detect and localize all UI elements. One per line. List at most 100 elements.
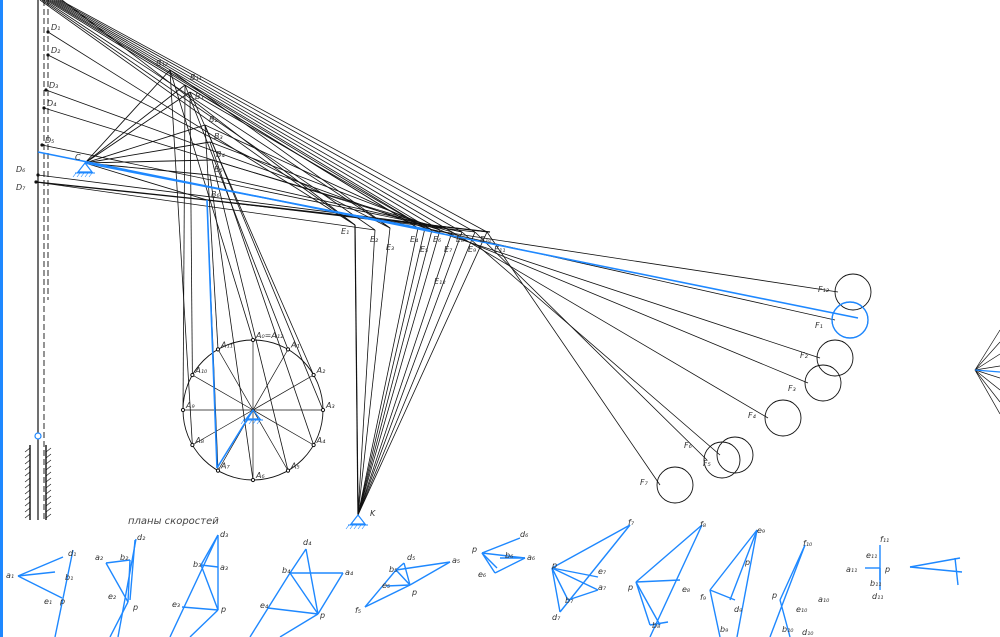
linkage-positions <box>34 0 1000 520</box>
velocity-vector <box>551 567 561 613</box>
label-a: A₄ <box>316 436 326 445</box>
rocker-line <box>84 84 186 164</box>
fan-line <box>974 341 1000 371</box>
label-f: F₁₂ <box>818 285 830 294</box>
output-link <box>474 231 708 461</box>
rail-hatch <box>45 507 52 513</box>
velocity-vector <box>635 524 703 583</box>
velocity-vector <box>169 534 219 637</box>
velocity-vector <box>709 589 721 637</box>
joint-a <box>180 407 186 413</box>
label-b: B₁₁ <box>190 73 202 82</box>
velocity-vector <box>364 584 411 608</box>
label-c: C <box>75 153 81 162</box>
connecting-rod <box>204 124 324 411</box>
velocity-label: a₆ <box>527 553 536 562</box>
velocity-label: e₁₀ <box>796 605 808 614</box>
fan-line <box>974 353 1000 371</box>
hatch <box>244 419 249 425</box>
rail-hatch <box>45 477 52 483</box>
velocity-label: b₆ <box>505 551 514 560</box>
velocity-label: p <box>771 591 777 600</box>
hatch <box>357 524 362 530</box>
coupler-line <box>47 31 356 226</box>
highlight-link-d-f <box>37 151 859 319</box>
label-e: E₁₂ <box>434 277 446 286</box>
output-link <box>417 227 839 293</box>
rocker-line <box>84 159 213 164</box>
hatch <box>361 524 366 530</box>
label-f: F₁ <box>815 321 823 330</box>
output-roller <box>816 339 854 377</box>
velocity-vector <box>17 556 64 577</box>
point-labels: C K D₁ D₂ D₃ D₄ D₅ D₆ D₇ B₁₂ B₁₁ B₁ B₂ B₃ B₄ B₅ B₆ E₁ E₂ E₃… <box>16 23 830 518</box>
crank-position <box>252 349 289 411</box>
velocity-vector <box>200 564 219 611</box>
velocity-vector <box>494 557 526 574</box>
rocker-k-line <box>357 227 391 516</box>
coupler-line <box>47 0 426 229</box>
rail-hatch <box>24 501 31 507</box>
hatch <box>349 524 354 530</box>
rail-hatch <box>24 477 31 483</box>
crank-position <box>192 409 254 446</box>
velocity-vector <box>481 552 496 574</box>
connecting-rod <box>211 159 289 471</box>
label-f: F₃ <box>788 384 796 393</box>
velocity-label: b₈ <box>652 621 661 630</box>
connecting-rod <box>169 69 254 341</box>
velocity-label: d₁ <box>68 549 76 558</box>
fan-line-blue <box>974 369 1000 373</box>
connecting-rod <box>204 124 219 350</box>
velocity-vector <box>289 548 307 574</box>
velocity-label: p <box>319 611 325 620</box>
frame-border <box>0 0 3 637</box>
velocity-label: b₁ <box>65 573 73 582</box>
velocity-vector <box>635 581 651 626</box>
label-d: D₆ <box>16 165 26 174</box>
connecting-rod <box>209 174 254 481</box>
velocity-vector <box>403 562 411 586</box>
link-be <box>211 159 453 233</box>
rocker-k-line <box>357 227 426 516</box>
rail-hatch <box>24 489 31 495</box>
velocity-vector <box>649 524 703 637</box>
rail-hatch <box>24 471 31 477</box>
velocity-vector <box>481 552 526 559</box>
velocity-label: p <box>132 603 138 612</box>
output-roller <box>764 399 802 437</box>
rail-hatch <box>24 513 31 519</box>
label-e: E₄ <box>410 235 419 244</box>
velocity-vector <box>551 524 631 569</box>
rocker-line <box>84 91 191 164</box>
velocity-vector <box>189 609 219 637</box>
coupler-line <box>57 0 476 233</box>
rail-hatch <box>24 507 31 513</box>
link-b-e <box>206 199 491 233</box>
rail-hatch <box>45 465 52 471</box>
velocity-label: p <box>884 565 890 574</box>
velocity-label: d₁₀ <box>802 628 814 637</box>
connecting-rod <box>209 141 315 446</box>
output-link <box>486 231 661 486</box>
velocity-vector <box>736 529 758 637</box>
rail-hatch <box>24 483 31 489</box>
velocity-label: d₂ <box>137 533 146 542</box>
crank-support <box>244 409 262 420</box>
label-b: B₅ <box>214 165 223 174</box>
rocker-k-line <box>357 231 453 516</box>
label-d: D₅ <box>45 136 54 145</box>
label-a: A₉ <box>185 401 195 410</box>
rail-hatch <box>45 471 52 477</box>
label-a: A₇ <box>220 462 230 471</box>
rocker-k-line <box>357 231 463 516</box>
velocity-label: a₃ <box>220 563 228 572</box>
coupler-line <box>43 0 391 229</box>
coupler-line <box>49 0 433 231</box>
label-a: A₀=A₁₂ <box>255 331 284 340</box>
velocity-vector <box>481 552 498 569</box>
velocity-vector <box>289 572 319 615</box>
velocity-vector <box>567 589 599 601</box>
highlighted-position <box>37 151 869 469</box>
output-link <box>439 229 809 384</box>
